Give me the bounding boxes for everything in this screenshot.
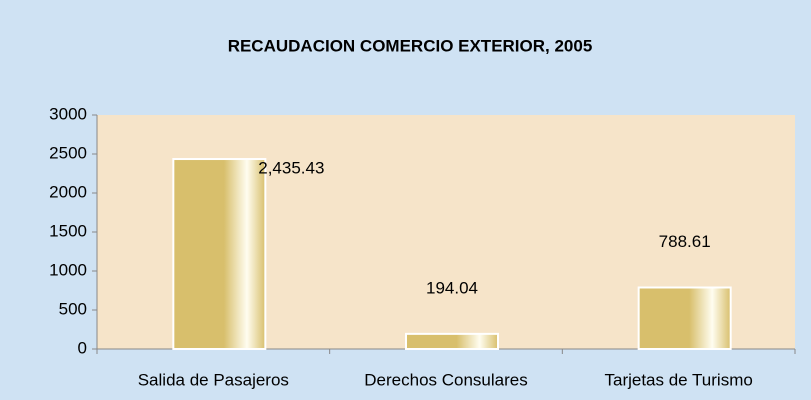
bar — [172, 158, 267, 350]
bar — [637, 286, 732, 351]
value-label: 788.61 — [659, 232, 711, 251]
y-tick-label: 2000 — [49, 182, 87, 201]
y-tick-label: 500 — [59, 299, 87, 318]
bar — [405, 332, 499, 350]
y-tick-label: 0 — [78, 338, 87, 357]
x-tick-label: Salida de Pasajeros — [138, 370, 289, 389]
chart-title: RECAUDACION COMERCIO EXTERIOR, 2005 — [228, 36, 593, 55]
y-tick-label: 2500 — [49, 143, 87, 162]
y-tick-label: 3000 — [49, 104, 87, 123]
y-tick-label: 1500 — [49, 221, 87, 240]
x-tick-label: Derechos Consulares — [364, 370, 527, 389]
value-label: 194.04 — [426, 278, 478, 297]
y-tick-label: 1000 — [49, 260, 87, 279]
x-tick-label: Tarjetas de Turismo — [604, 370, 752, 389]
value-label: 2,435.43 — [258, 159, 324, 178]
